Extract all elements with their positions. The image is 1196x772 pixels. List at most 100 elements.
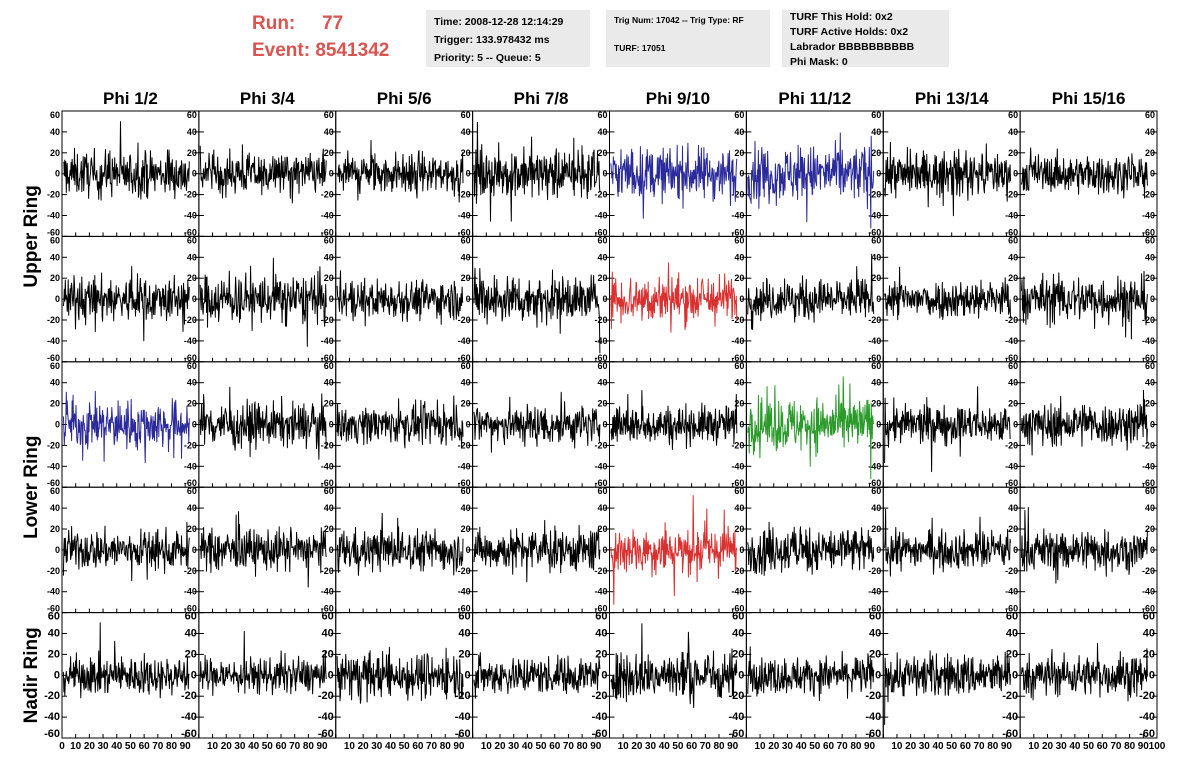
column-header-1: Phi 1/2: [103, 89, 158, 108]
waveform-r4-c2: [199, 511, 327, 588]
xtick-label-c2-6: 60: [275, 741, 287, 752]
ytick-label-right-r3-c5-4: -20: [731, 440, 744, 450]
ytick-label-right-r1-c7-4: -20: [1005, 190, 1018, 200]
ytick-label-right-r3-c4-0: 60: [597, 361, 607, 371]
ytick-label-right-r1-c7-3: 0: [1013, 169, 1018, 179]
xtick-label-c6-5: 50: [809, 741, 821, 752]
ytick-label-right-r1-c5-5: -40: [731, 211, 744, 221]
ytick-label-right-r4-c2-3: 0: [329, 545, 334, 555]
ytick-label-right-r4-c5-6: -60: [731, 604, 744, 614]
ytick-label-right-r5-c6-3: 0: [875, 669, 881, 681]
column-header-3: Phi 5/6: [377, 89, 432, 108]
ytick-label-right-r2-c5-5: -40: [731, 336, 744, 346]
ytick-label-right-r1-c6-1: 40: [871, 127, 881, 137]
waveform-r2-c8: [1021, 270, 1148, 340]
ytick-label-right-r2-c8-0: 60: [1145, 235, 1155, 245]
ytick-label-left-r1-2: 20: [50, 148, 60, 158]
ytick-label-right-r5-c4-0: 60: [595, 611, 607, 623]
ytick-label-right-r3-c6-5: -40: [868, 461, 881, 471]
ytick-label-right-r4-c3-2: 20: [461, 524, 471, 534]
xtick-label-c1-4: 40: [111, 741, 123, 752]
xtick-label-c8-6: 60: [1097, 741, 1109, 752]
xtick-label-c2-1: 10: [207, 741, 219, 752]
ytick-label-right-r3-c4-2: 20: [597, 399, 607, 409]
ytick-label-right-r1-c4-4: -20: [594, 190, 607, 200]
ytick-label-right-r2-c4-1: 40: [597, 252, 607, 262]
ytick-label-right-r5-c6-1: 40: [869, 628, 881, 640]
trigger-info-box: Trig Num: 17042 -- Trig Type: RF TURF: 1…: [606, 10, 770, 67]
ytick-label-right-r4-c4-3: 0: [602, 545, 607, 555]
ytick-label-right-r5-c5-6: -60: [728, 728, 744, 740]
xtick-label-c4-1: 10: [481, 741, 493, 752]
ytick-label-right-r2-c5-3: 0: [739, 294, 744, 304]
ytick-label-right-r1-c5-1: 40: [734, 127, 744, 137]
waveform-r4-c4: [473, 519, 601, 583]
ytick-label-right-r3-c8-1: 40: [1145, 378, 1155, 388]
ytick-label-right-r1-c3-1: 40: [461, 127, 471, 137]
ytick-label-right-r2-c3-5: -40: [458, 336, 471, 346]
waveform-r1-c7: [884, 141, 1011, 217]
waveform-r1-c6: [747, 132, 875, 229]
ytick-label-right-r1-c6-2: 20: [871, 148, 881, 158]
ytick-label-right-r5-c8-4: -20: [1139, 690, 1155, 702]
ytick-label-right-r1-c2-4: -20: [321, 190, 334, 200]
ytick-label-right-r4-c6-1: 40: [871, 503, 881, 513]
waveform-r2-c3: [336, 270, 464, 327]
ytick-label-right-r1-c7-6: -60: [1005, 227, 1018, 237]
ytick-label-right-r5-c3-5: -40: [455, 711, 471, 723]
ytick-label-right-r4-c8-1: 40: [1145, 503, 1155, 513]
labrador-text: Labrador BBBBBBBBBB: [790, 41, 915, 53]
run-label: Run:: [252, 13, 296, 34]
xtick-label-c5-8: 80: [713, 741, 725, 752]
ytick-label-right-r4-c7-4: -20: [1005, 566, 1018, 576]
ytick-label-right-r4-c5-1: 40: [734, 503, 744, 513]
xtick-label-c4-4: 40: [522, 741, 534, 752]
ytick-label-right-r2-c1-0: 60: [187, 235, 197, 245]
ytick-label-right-r3-c3-4: -20: [458, 440, 471, 450]
xtick-label-c1-7: 70: [152, 741, 164, 752]
ytick-label-right-r4-c7-5: -40: [1005, 587, 1018, 597]
xtick-label-c5-3: 30: [645, 741, 657, 752]
ytick-label-right-r3-c3-2: 20: [461, 399, 471, 409]
xtick-label-c1-0: 0: [59, 741, 65, 752]
waveform-r2-c1: [62, 266, 190, 342]
xtick-label-c6-6: 60: [823, 741, 835, 752]
xtick-label-c4-3: 30: [508, 741, 520, 752]
xtick-label-c6-8: 80: [850, 741, 862, 752]
ytick-label-right-r5-c7-6: -60: [1002, 728, 1018, 740]
xtick-label-c3-9: 90: [453, 741, 465, 752]
ytick-label-right-r3-c3-1: 40: [461, 378, 471, 388]
ytick-label-right-r4-c1-2: 20: [187, 524, 197, 534]
ytick-label-right-r5-c1-2: 20: [185, 648, 197, 660]
ytick-label-right-r2-c6-4: -20: [868, 315, 881, 325]
ytick-label-right-r3-c6-2: 20: [871, 399, 881, 409]
ytick-label-right-r1-c7-2: 20: [1008, 148, 1018, 158]
waveform-r1-c2: [199, 144, 327, 204]
waveform-r1-c4: [473, 121, 601, 222]
ytick-label-right-r3-c5-5: -40: [731, 461, 744, 471]
ytick-label-right-r1-c1-0: 60: [187, 110, 197, 120]
ytick-label-right-r4-c6-2: 20: [871, 524, 881, 534]
waveform-r2-c7: [884, 266, 1011, 321]
xtick-label-c7-7: 70: [974, 741, 986, 752]
waveform-r4-c3: [336, 512, 464, 576]
ytick-label-left-r3-5: -40: [47, 461, 60, 471]
ytick-label-right-r3-c6-1: 40: [871, 378, 881, 388]
phi-mask-text: Phi Mask: 0: [790, 56, 848, 68]
xtick-label-c2-2: 20: [221, 741, 233, 752]
ytick-label-right-r4-c1-3: 0: [192, 545, 197, 555]
ytick-label-right-r4-c5-3: 0: [739, 545, 744, 555]
ytick-label-right-r2-c3-3: 0: [466, 294, 471, 304]
ytick-label-right-r1-c4-1: 40: [597, 127, 607, 137]
column-header-8: Phi 15/16: [1052, 89, 1126, 108]
ytick-label-right-r2-c5-6: -60: [731, 353, 744, 363]
time-text: Time: 2008-12-28 12:14:29: [434, 16, 564, 28]
ytick-label-right-r3-c7-1: 40: [1008, 378, 1018, 388]
xtick-label-c4-2: 20: [494, 741, 506, 752]
waveform-r4-c8: [1021, 506, 1148, 584]
ytick-label-right-r2-c1-3: 0: [192, 294, 197, 304]
ytick-label-right-r5-c1-3: 0: [191, 669, 197, 681]
ytick-label-right-r4-c2-4: -20: [321, 566, 334, 576]
ytick-label-right-r3-c7-2: 20: [1008, 399, 1018, 409]
ytick-label-left-r1-0: 60: [50, 110, 60, 120]
